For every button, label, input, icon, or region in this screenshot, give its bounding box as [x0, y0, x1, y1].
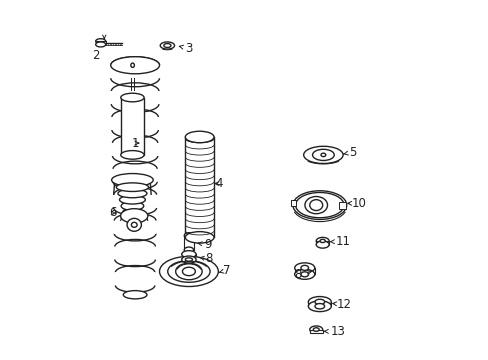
Bar	[112, 148, 158, 156]
Ellipse shape	[119, 195, 145, 204]
Ellipse shape	[182, 267, 195, 276]
Text: 8: 8	[199, 252, 212, 265]
Bar	[96, 41, 105, 44]
Bar	[111, 96, 159, 104]
Ellipse shape	[163, 44, 171, 48]
Ellipse shape	[96, 39, 105, 44]
Bar	[110, 69, 159, 78]
Bar	[316, 241, 328, 244]
Ellipse shape	[314, 299, 324, 305]
Ellipse shape	[184, 247, 193, 253]
Ellipse shape	[185, 131, 214, 143]
Ellipse shape	[316, 241, 328, 248]
Text: 5: 5	[343, 145, 356, 158]
Text: 7: 7	[219, 264, 230, 277]
Text: 9: 9	[198, 238, 211, 251]
Ellipse shape	[184, 233, 193, 238]
Ellipse shape	[312, 149, 334, 161]
Ellipse shape	[320, 153, 325, 157]
Ellipse shape	[159, 256, 218, 287]
Text: 10: 10	[347, 197, 366, 210]
Bar	[114, 221, 156, 228]
Text: 13: 13	[324, 325, 345, 338]
Bar	[113, 200, 156, 208]
Ellipse shape	[121, 202, 143, 210]
Ellipse shape	[123, 291, 147, 299]
Ellipse shape	[308, 297, 330, 307]
Ellipse shape	[182, 251, 196, 258]
Bar	[113, 174, 157, 182]
Ellipse shape	[160, 42, 174, 49]
Ellipse shape	[167, 261, 210, 282]
Ellipse shape	[300, 265, 308, 270]
Ellipse shape	[110, 57, 159, 74]
Ellipse shape	[313, 328, 319, 331]
Bar	[115, 273, 155, 279]
Ellipse shape	[96, 42, 105, 47]
Ellipse shape	[320, 239, 325, 243]
Bar	[112, 117, 158, 125]
Ellipse shape	[308, 301, 330, 312]
Ellipse shape	[185, 258, 192, 261]
Ellipse shape	[182, 256, 196, 263]
Ellipse shape	[121, 93, 144, 102]
Ellipse shape	[111, 174, 153, 186]
Ellipse shape	[316, 237, 328, 244]
Ellipse shape	[175, 263, 202, 280]
Text: 12: 12	[332, 298, 351, 311]
Ellipse shape	[309, 200, 322, 211]
Ellipse shape	[314, 303, 324, 309]
Text: 4: 4	[215, 177, 223, 190]
Ellipse shape	[305, 197, 327, 214]
Ellipse shape	[131, 222, 137, 227]
Bar	[111, 91, 159, 99]
Bar	[291, 200, 296, 206]
Bar	[115, 279, 155, 285]
Ellipse shape	[185, 231, 214, 243]
Ellipse shape	[121, 209, 147, 223]
Bar	[115, 247, 155, 254]
Bar	[110, 65, 159, 74]
Ellipse shape	[118, 189, 147, 198]
Bar	[113, 195, 156, 202]
Bar	[112, 143, 158, 151]
Bar	[339, 202, 345, 209]
Ellipse shape	[116, 183, 148, 192]
Ellipse shape	[127, 219, 141, 231]
Ellipse shape	[295, 193, 344, 218]
Ellipse shape	[122, 208, 142, 217]
Bar	[115, 252, 155, 260]
Ellipse shape	[303, 146, 343, 163]
Bar	[114, 226, 156, 234]
Text: 3: 3	[179, 42, 192, 55]
Text: 2: 2	[92, 49, 99, 62]
Ellipse shape	[121, 150, 144, 159]
Bar	[309, 329, 322, 333]
Ellipse shape	[131, 63, 134, 67]
Ellipse shape	[294, 263, 314, 273]
Text: 1: 1	[131, 136, 139, 149]
Ellipse shape	[300, 272, 308, 277]
Bar	[112, 122, 158, 130]
Ellipse shape	[294, 269, 314, 279]
Ellipse shape	[292, 191, 346, 220]
Bar	[121, 98, 144, 155]
Text: 6: 6	[109, 207, 116, 220]
Text: 11: 11	[329, 235, 349, 248]
Bar	[113, 169, 157, 176]
Text: 8: 8	[294, 268, 311, 281]
Ellipse shape	[309, 326, 322, 333]
